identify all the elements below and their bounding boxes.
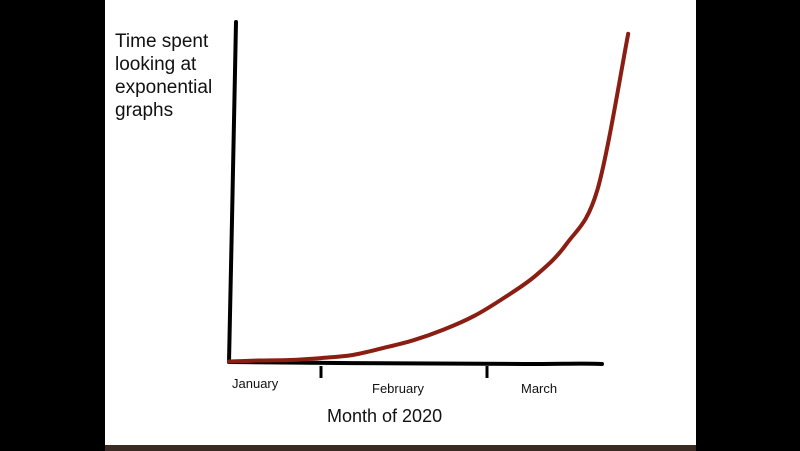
x-tick-label-january: January bbox=[232, 376, 279, 391]
x-tick-label-march: March bbox=[521, 381, 558, 396]
series-line bbox=[227, 31, 631, 364]
bottom-strip bbox=[105, 445, 696, 451]
chart-panel: Time spent looking at exponential graphs… bbox=[105, 0, 696, 445]
y-axis-label: Time spent looking at exponential graphs bbox=[115, 31, 213, 121]
x-tick-label-february: February bbox=[372, 381, 425, 396]
chart-canvas bbox=[227, 20, 631, 378]
x-axis-label: Month of 2020 bbox=[327, 406, 443, 426]
y-axis-line bbox=[227, 20, 238, 364]
x-axis-line bbox=[227, 360, 604, 367]
